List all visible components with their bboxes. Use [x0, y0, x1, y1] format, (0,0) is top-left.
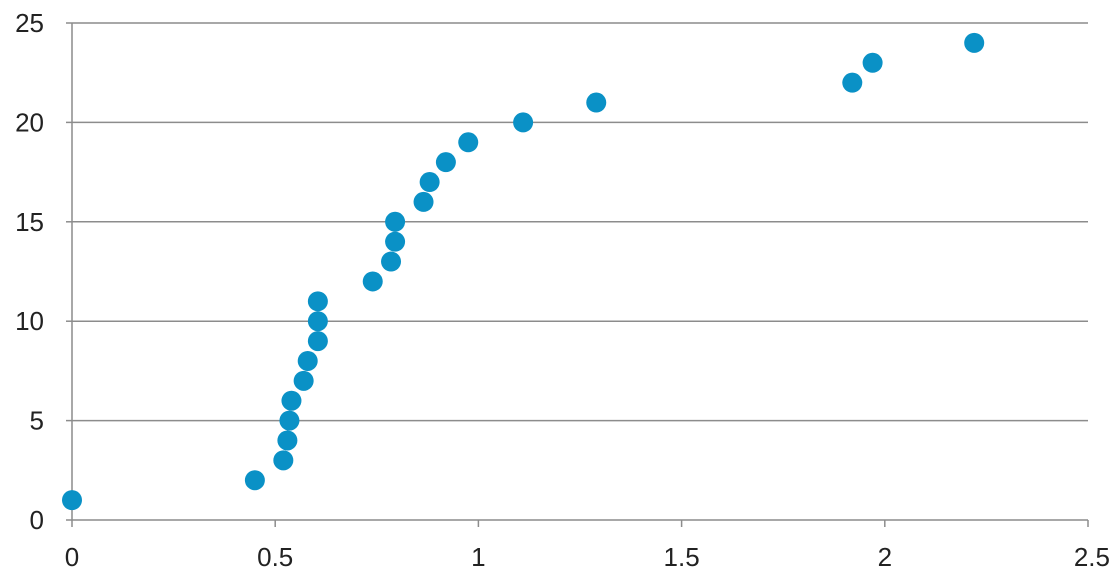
- x-tick-label: 2.5: [1074, 542, 1110, 572]
- data-point: [307, 311, 328, 332]
- data-point: [381, 251, 402, 272]
- data-point: [307, 331, 328, 352]
- x-tick-label: 0.5: [257, 542, 293, 572]
- data-point: [273, 450, 294, 471]
- y-tick-label: 15: [15, 207, 44, 237]
- data-point: [842, 72, 863, 93]
- data-point: [413, 191, 434, 212]
- data-point: [435, 152, 456, 173]
- y-tick-label: 0: [30, 505, 44, 535]
- x-tick-label: 2: [878, 542, 892, 572]
- data-points: [62, 32, 985, 511]
- data-point: [586, 92, 607, 113]
- axes: [66, 22, 1089, 527]
- y-tick-label: 20: [15, 107, 44, 137]
- y-tick-label: 25: [15, 8, 44, 38]
- y-tick-label: 10: [15, 306, 44, 336]
- data-point: [293, 370, 314, 391]
- data-point: [277, 430, 298, 451]
- data-point: [62, 490, 82, 511]
- data-point: [513, 112, 534, 133]
- data-point: [458, 132, 479, 153]
- data-point: [297, 350, 318, 371]
- x-tick-label: 1.5: [664, 542, 700, 572]
- tick-labels: 0 5 10 15 20 25 0 0.5 1 1.5 2 2.5: [15, 8, 1110, 572]
- data-point: [385, 211, 406, 232]
- data-point: [419, 172, 440, 193]
- x-tick-label: 0: [65, 542, 79, 572]
- data-point: [244, 470, 265, 491]
- data-point: [964, 32, 985, 53]
- data-point: [307, 291, 328, 312]
- gridlines: [72, 22, 1088, 422]
- data-point: [362, 271, 383, 292]
- x-tick-label: 1: [471, 542, 485, 572]
- data-point: [281, 390, 302, 411]
- data-point: [279, 410, 300, 431]
- data-point: [862, 52, 883, 73]
- data-point: [385, 231, 406, 252]
- y-tick-label: 5: [30, 406, 44, 436]
